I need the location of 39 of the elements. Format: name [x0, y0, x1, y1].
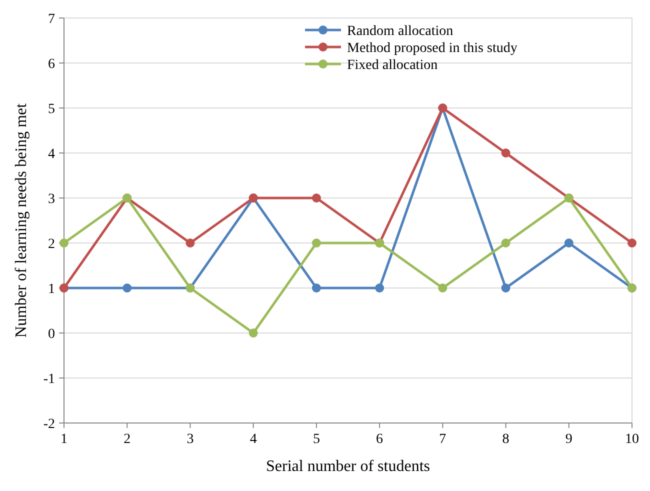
y-tick-label: 6	[48, 56, 55, 72]
x-axis-title: Serial number of students	[266, 458, 430, 475]
point	[501, 238, 510, 248]
x-tick-label: 8	[502, 432, 510, 447]
y-tick-label: 7	[48, 12, 55, 27]
legend-label: Method proposed in this study	[347, 40, 518, 56]
y-tick-label: 5	[48, 102, 55, 117]
y-axis-title: Number of learning needs being met	[13, 102, 30, 338]
point	[501, 284, 510, 292]
y-tick-label: -1	[43, 372, 55, 387]
point	[501, 148, 510, 158]
y-tick-label: 4	[48, 146, 55, 162]
x-tick-label: 4	[250, 432, 257, 447]
x-tick-label: 1	[60, 432, 68, 447]
point	[438, 284, 448, 292]
point	[122, 284, 132, 292]
x-tick-label: 7	[439, 432, 446, 447]
legend-label: Fixed allocation	[347, 58, 438, 73]
x-tick-label: 3	[186, 432, 194, 447]
x-tick-label: 2	[124, 432, 131, 447]
point	[312, 194, 321, 202]
y-tick-label: 0	[48, 326, 55, 342]
y-tick-label: 1	[48, 282, 55, 297]
legend-label: Random allocation	[347, 24, 454, 39]
y-tick-label: 3	[48, 192, 55, 207]
x-tick-label: 9	[565, 432, 572, 447]
point	[312, 284, 321, 292]
x-tick-label: 5	[312, 432, 320, 447]
y-tick-label: -2	[43, 416, 55, 432]
point	[375, 284, 384, 292]
point	[312, 238, 321, 248]
point	[248, 328, 258, 338]
point	[60, 238, 68, 248]
y-tick-label: 2	[48, 236, 55, 252]
x-tick-label: 10	[625, 432, 639, 447]
x-tick-label: 6	[376, 432, 384, 447]
point	[186, 238, 195, 248]
point	[628, 238, 636, 248]
point	[564, 238, 574, 248]
